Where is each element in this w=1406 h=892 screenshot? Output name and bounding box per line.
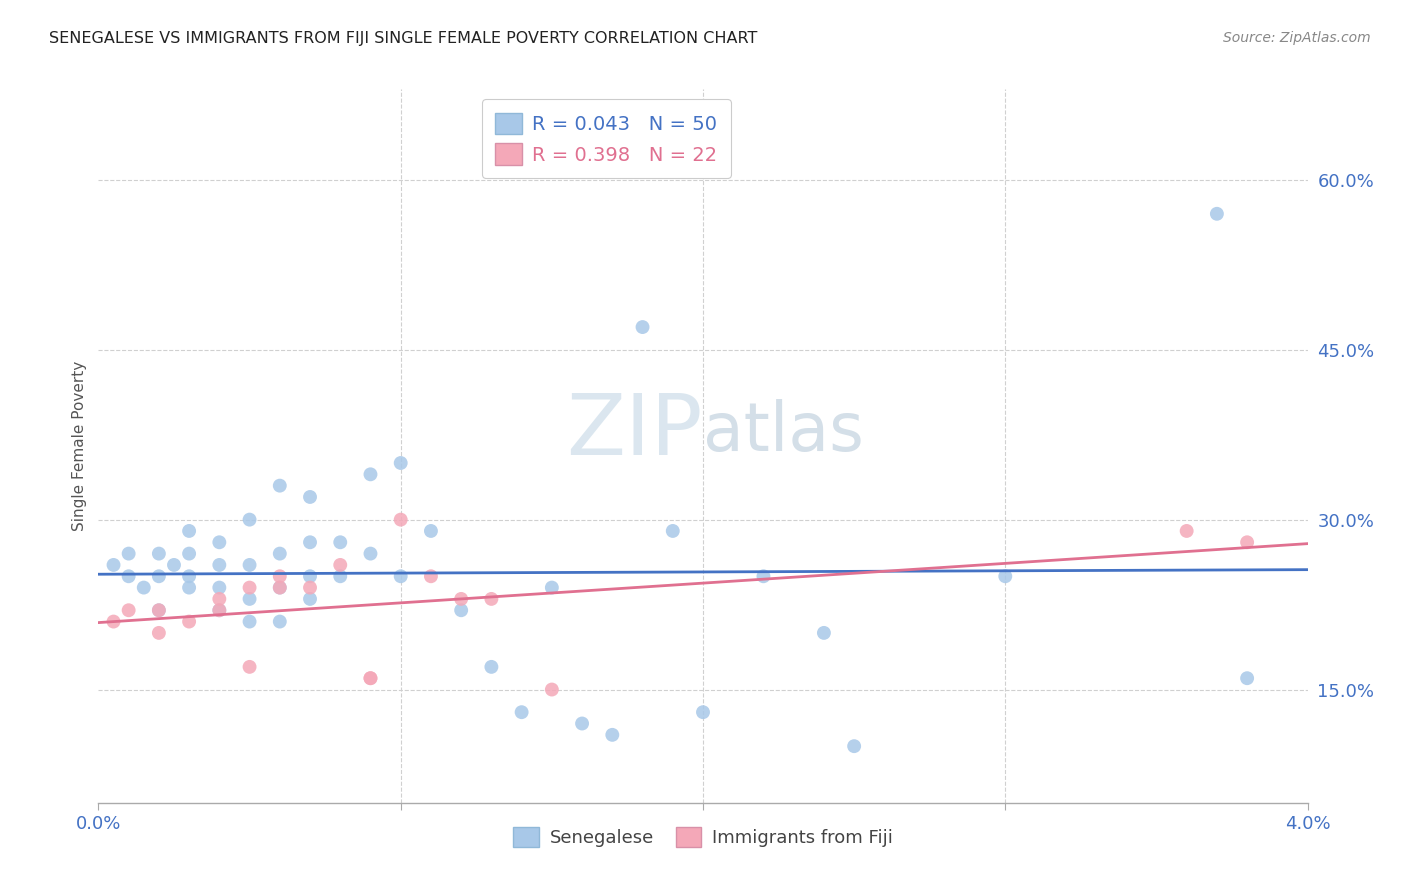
Point	[299, 569, 322, 583]
Point	[148, 603, 170, 617]
Point	[103, 558, 125, 572]
Point	[148, 547, 170, 561]
Point	[844, 739, 866, 754]
Text: atlas: atlas	[703, 399, 863, 465]
Point	[148, 603, 170, 617]
Point	[994, 569, 1017, 583]
Point	[540, 682, 562, 697]
Point	[269, 581, 291, 595]
Point	[179, 581, 201, 595]
Point	[813, 626, 835, 640]
Point	[179, 615, 201, 629]
Point	[540, 581, 562, 595]
Point	[179, 547, 201, 561]
Point	[163, 558, 186, 572]
Point	[752, 569, 775, 583]
Point	[481, 591, 503, 606]
Point	[269, 581, 291, 595]
Point	[299, 490, 322, 504]
Point	[239, 513, 262, 527]
Point	[208, 603, 231, 617]
Point	[208, 535, 231, 549]
Point	[329, 535, 352, 549]
Text: ZIP: ZIP	[567, 390, 703, 474]
Point	[148, 569, 170, 583]
Point	[389, 569, 412, 583]
Point	[299, 581, 322, 595]
Point	[329, 558, 352, 572]
Point	[299, 591, 322, 606]
Point	[420, 569, 443, 583]
Point	[118, 569, 141, 583]
Point	[450, 591, 472, 606]
Point	[450, 603, 472, 617]
Point	[1206, 207, 1229, 221]
Point	[208, 558, 231, 572]
Point	[1236, 671, 1258, 685]
Point	[510, 705, 533, 719]
Point	[239, 558, 262, 572]
Point	[360, 671, 382, 685]
Point	[269, 569, 291, 583]
Point	[208, 581, 231, 595]
Point	[179, 524, 201, 538]
Point	[118, 547, 141, 561]
Point	[481, 660, 503, 674]
Point	[389, 513, 412, 527]
Point	[239, 660, 262, 674]
Point	[118, 603, 141, 617]
Point	[208, 603, 231, 617]
Point	[360, 467, 382, 482]
Point	[132, 581, 155, 595]
Point	[179, 569, 201, 583]
Point	[360, 671, 382, 685]
Point	[299, 535, 322, 549]
Point	[571, 716, 593, 731]
Point	[269, 478, 291, 492]
Point	[103, 615, 125, 629]
Legend: Senegalese, Immigrants from Fiji: Senegalese, Immigrants from Fiji	[503, 816, 903, 858]
Point	[239, 591, 262, 606]
Point	[661, 524, 683, 538]
Point	[389, 456, 412, 470]
Point	[148, 626, 170, 640]
Point	[269, 615, 291, 629]
Point	[239, 615, 262, 629]
Text: SENEGALESE VS IMMIGRANTS FROM FIJI SINGLE FEMALE POVERTY CORRELATION CHART: SENEGALESE VS IMMIGRANTS FROM FIJI SINGL…	[49, 31, 758, 46]
Point	[602, 728, 624, 742]
Y-axis label: Single Female Poverty: Single Female Poverty	[72, 361, 87, 531]
Text: Source: ZipAtlas.com: Source: ZipAtlas.com	[1223, 31, 1371, 45]
Point	[269, 547, 291, 561]
Point	[239, 581, 262, 595]
Point	[631, 320, 654, 334]
Point	[1236, 535, 1258, 549]
Point	[420, 524, 443, 538]
Point	[360, 547, 382, 561]
Point	[692, 705, 714, 719]
Point	[1175, 524, 1198, 538]
Point	[208, 591, 231, 606]
Point	[329, 569, 352, 583]
